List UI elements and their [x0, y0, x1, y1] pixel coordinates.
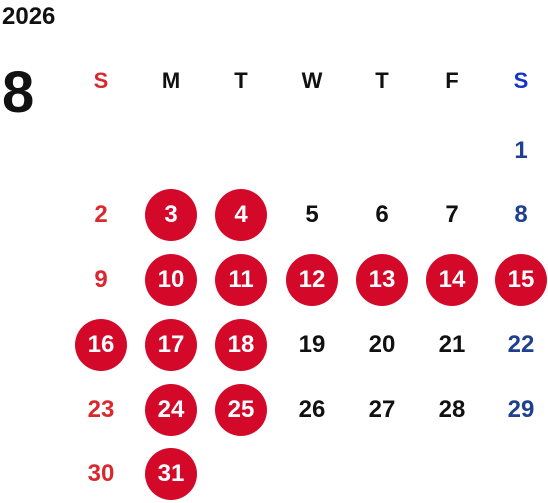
calendar-day-16: 16	[75, 319, 127, 371]
calendar-day-8: 8	[514, 201, 528, 228]
calendar-day-23: 23	[87, 396, 115, 423]
calendar-day-4: 4	[215, 189, 267, 241]
calendar-day-10: 10	[145, 254, 197, 306]
calendar-day-15: 15	[495, 254, 547, 306]
calendar-day-7: 7	[445, 201, 459, 228]
calendar-day-20: 20	[368, 331, 396, 358]
weekday-header-thu: T	[375, 68, 389, 93]
calendar-day-27: 27	[368, 396, 396, 423]
weekday-header-mon: M	[161, 68, 181, 93]
year-label: 2026	[2, 3, 56, 30]
calendar-day-17: 17	[145, 319, 197, 371]
calendar-day-29: 29	[507, 396, 535, 423]
calendar-day-14: 14	[426, 254, 478, 306]
calendar-day-5: 5	[305, 201, 319, 228]
weekday-header-tue: T	[234, 68, 248, 93]
calendar-day-6: 6	[375, 201, 389, 228]
calendar-day-11: 11	[215, 254, 267, 306]
calendar-day-13: 13	[356, 254, 408, 306]
calendar-day-21: 21	[438, 331, 466, 358]
weekday-header-fri: F	[445, 68, 459, 93]
weekday-header-sat: S	[513, 68, 529, 93]
calendar-day-28: 28	[438, 396, 466, 423]
calendar-day-2: 2	[94, 201, 108, 228]
calendar-day-31: 31	[145, 448, 197, 500]
calendar-day-19: 19	[298, 331, 326, 358]
calendar-day-30: 30	[87, 460, 115, 487]
calendar-day-22: 22	[507, 331, 535, 358]
calendar-day-25: 25	[215, 384, 267, 436]
weekday-header-wed: W	[301, 68, 323, 93]
calendar-day-12: 12	[286, 254, 338, 306]
calendar-day-24: 24	[145, 384, 197, 436]
calendar-day-3: 3	[145, 189, 197, 241]
calendar-day-1: 1	[514, 137, 528, 164]
month-number: 8	[2, 60, 35, 125]
weekday-header-sun: S	[93, 68, 109, 93]
calendar-day-26: 26	[298, 396, 326, 423]
calendar-day-18: 18	[215, 319, 267, 371]
calendar-day-9: 9	[94, 266, 108, 293]
